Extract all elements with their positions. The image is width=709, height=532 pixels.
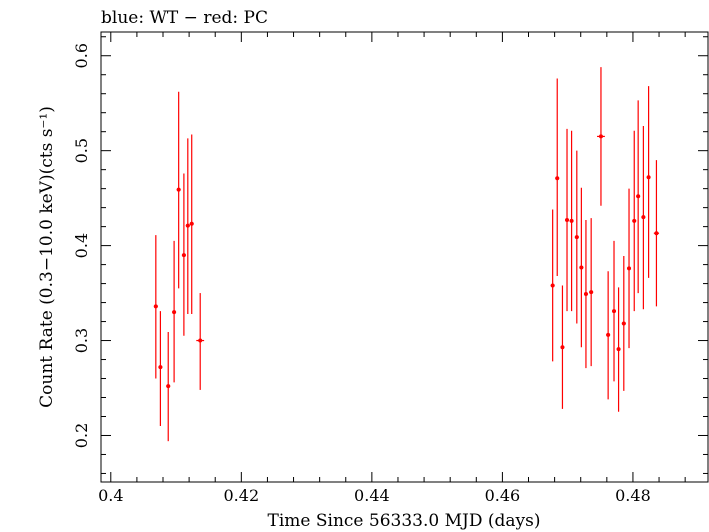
point-marker [654,231,659,236]
y-tick-label: 0.5 [72,138,91,163]
data-point [153,235,158,379]
data-point [189,134,194,314]
data-point [158,311,163,426]
point-marker [583,292,588,297]
data-point [166,332,171,442]
data-point [574,150,579,324]
point-marker [606,332,611,337]
data-point [632,130,637,312]
x-tick-label: 0.4 [98,486,123,505]
data-point [555,78,560,276]
data-point [196,293,205,390]
point-marker [589,290,594,295]
y-tick-label: 0.3 [72,328,91,353]
point-marker [616,347,621,352]
data-point [560,285,565,409]
data-point [636,100,641,294]
point-marker [636,194,641,199]
point-marker [158,365,163,370]
x-tick-label: 0.46 [485,486,521,505]
point-marker [641,215,646,220]
point-marker [189,221,194,226]
data-point [653,160,660,307]
data-point [597,67,605,206]
y-axis-label: Count Rate (0.3−10.0 keV)(cts s⁻¹) [37,106,57,408]
data-point [172,240,177,383]
data-point [185,138,190,314]
x-tick-label: 0.44 [354,486,390,505]
point-marker [632,218,637,223]
point-marker [555,176,560,181]
point-marker [612,309,617,314]
x-axis-ticks: 0.4 0.42 0.44 0.46 0.48 [98,32,686,505]
point-marker [176,187,181,192]
data-point [612,240,617,382]
point-marker [646,175,651,180]
point-marker [560,345,565,350]
data-points [153,67,660,442]
point-marker [579,265,584,270]
point-marker [172,310,177,315]
chart-title: blue: WT − red: PC [101,8,268,28]
data-point [627,188,632,349]
data-point [621,256,626,391]
point-marker [598,134,603,139]
y-tick-label: 0.2 [72,423,91,448]
y-tick-label: 0.6 [72,43,91,68]
point-marker [181,253,186,258]
point-marker [565,217,570,222]
point-marker [166,384,171,389]
data-point [565,128,570,312]
data-point [606,271,611,400]
y-tick-label: 0.4 [72,233,91,258]
data-point [550,209,555,362]
data-point [583,219,588,369]
x-axis-label: Time Since 56333.0 MJD (days) [268,511,541,531]
y-axis-ticks: 0.2 0.3 0.4 0.5 0.6 [72,36,708,474]
point-marker [627,266,632,271]
point-marker [621,321,626,326]
data-point [579,187,584,348]
point-marker [574,235,579,240]
data-point [589,218,594,367]
data-point [616,287,621,412]
data-point [176,91,181,289]
point-marker [569,218,574,223]
point-marker [153,304,158,309]
point-marker [550,283,555,288]
data-point [646,86,651,278]
point-marker [198,338,203,343]
plot-frame [100,31,709,483]
data-point [181,173,186,336]
data-point [569,130,574,312]
x-tick-label: 0.42 [224,486,260,505]
data-point [641,125,646,310]
point-marker [185,223,190,228]
x-tick-label: 0.48 [615,486,651,505]
